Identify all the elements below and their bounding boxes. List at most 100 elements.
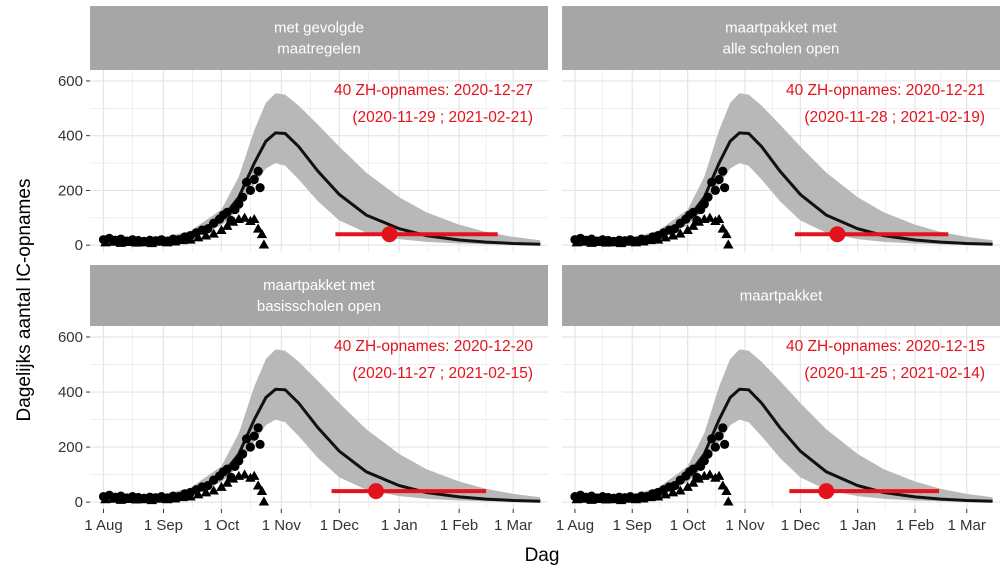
panel-2-observed-triangle [601,237,612,247]
panel-4-observed-triangle [608,494,619,504]
panel-2-observed-point [718,166,728,176]
panel-1-observed-triangle [177,235,188,245]
panel-3-observed-point [222,464,232,474]
panel-2-observed-point [714,174,724,185]
panel-4-x-tick-label: 1 Nov [725,517,765,534]
panel-1-observed-point [222,207,232,217]
panel-2-observed-triangle [571,237,582,247]
panel-3-x-tick-label: 1 Jan [381,517,418,534]
panel-3-observed-triangle [123,493,134,503]
panel-1-observed-point [241,177,252,187]
panel-2-observed-triangle [638,236,649,246]
panel-3-observed-triangle [252,480,264,490]
panel-3-observed-triangle [177,491,188,502]
panel-1-observed-triangle [169,236,181,246]
panel-2-observed-triangle [630,237,642,247]
panel-1-confidence-band [103,93,541,245]
panel-3-observed-triangle [131,494,142,504]
panel-4-observed-triangle [615,494,627,505]
panel-3-y-tick-label: 400 [58,384,83,401]
panel-3-observed-triangle [258,496,270,506]
panel-3-observed-triangle [154,493,165,503]
panel-4-observed-triangle [721,485,732,496]
panel-2-observed-point [707,177,717,187]
panel-3-observed-triangle [193,489,204,499]
panel-4-observed-triangle [688,477,699,487]
panel-3-observed-triangle [200,487,212,497]
panel-2-observed-triangle [586,237,597,247]
panel-2-observed-point [699,199,709,209]
panel-3-confidence-band [103,349,541,502]
panel-1-observed-triangle [193,232,204,242]
panel-3-annotation-line-1: 40 ZH-opnames: 2020-12-20 [334,338,533,355]
panel-2-annotation-line-2: (2020-11-28 ; 2021-02-19) [804,109,985,126]
panel-4-title-line-1: maartpakket [740,288,823,305]
panel-1-observed-triangle [227,216,239,226]
panel-1-observed-triangle [249,213,260,224]
panel-3-y-tick-label: 0 [75,494,83,511]
panel-2-estimate-point [829,226,846,243]
panel-1-annotation-line-2: (2020-11-29 ; 2021-02-21) [352,109,533,126]
panel-4-observed-triangle [571,494,582,504]
panel-4-strip [562,265,1000,326]
panel-1-observed-triangle [107,236,119,246]
panel-2-observed-triangle [717,223,728,233]
panel-1-observed-triangle [200,230,212,240]
panel-3-observed-triangle [249,470,260,480]
panel-2-observed-triangle [608,237,619,247]
panel-3-observed-point [249,431,259,441]
panel-2: maartpakket met alle scholen open 40 ZH-op… [562,6,1000,252]
panel-4-observed-triangle [593,493,605,503]
panel-4-observed-triangle [601,494,612,504]
panel-1-y-tick-label: 400 [58,128,83,145]
panel-1-observed-triangle [256,229,268,239]
panel-2-observed-point [720,183,730,193]
panel-2-strip [562,6,1000,70]
panel-1-observed-triangle [208,228,219,238]
panel-4-observed-triangle [682,481,693,491]
panel-4-x-tick-label: 1 Oct [670,517,707,534]
panel-1-strip [90,6,548,70]
panel-4-observed-point [699,456,709,466]
panel-4-observed-triangle [586,494,597,504]
panel-3-observed-point [238,449,248,459]
panel-3-title-line-1: maartpakket met [263,277,376,294]
panel-1-observed-triangle [162,237,173,247]
panel-4-observed-triangle [645,491,656,502]
panel-3-observed-triangle [162,494,173,504]
panel-4-observed-triangle [717,480,728,490]
panel-1-annotation-line-1: 40 ZH-opnames: 2020-12-27 [334,82,533,99]
panel-1-observed-triangle [216,224,227,235]
panel-3-observed-triangle [115,494,127,504]
panel-3-observed-triangle [169,493,181,503]
panel-1-observed-triangle [100,237,111,247]
panel-3-y-tick-label: 600 [58,329,83,346]
panel-3-observed-point [234,456,244,466]
panel-2-observed-triangle [721,229,732,239]
panel-2-observed-triangle [593,236,605,247]
panel-3-y-tick-label: 200 [58,439,83,456]
panel-2-observed-triangle [675,228,686,238]
panel-1-observed-point [238,192,248,202]
panel-2-observed-triangle [693,216,704,226]
panel-1-observed-point [253,166,263,176]
panel-2-observed-point [703,192,713,202]
panel-4-observed-point [718,423,728,433]
panel-3-annotation-line-2: (2020-11-27 ; 2021-02-15) [352,365,533,382]
panel-1-observed-point [234,199,244,209]
panel-4-annotation-line-1: 40 ZH-opnames: 2020-12-15 [786,338,985,355]
panel-3-observed-triangle [216,481,227,491]
panel-1-title-line-1: met gevolgde [274,20,364,37]
panel-2-observed-triangle [645,235,656,245]
x-axis-title: Dag [525,545,560,566]
panel-1-observed-triangle [131,237,142,247]
panel-4-x-tick-label: 1 Dec [781,517,821,534]
panel-4-observed-point [714,431,724,441]
panel-1-title-line-2: maatregelen [277,41,360,58]
panel-1-observed-triangle [258,239,270,249]
panel-4-observed-point [710,442,720,452]
panel-3-observed-triangle [100,494,111,504]
panel-3-x-tick-label: 1 Nov [262,517,302,534]
panel-1-observed-triangle [252,223,264,233]
